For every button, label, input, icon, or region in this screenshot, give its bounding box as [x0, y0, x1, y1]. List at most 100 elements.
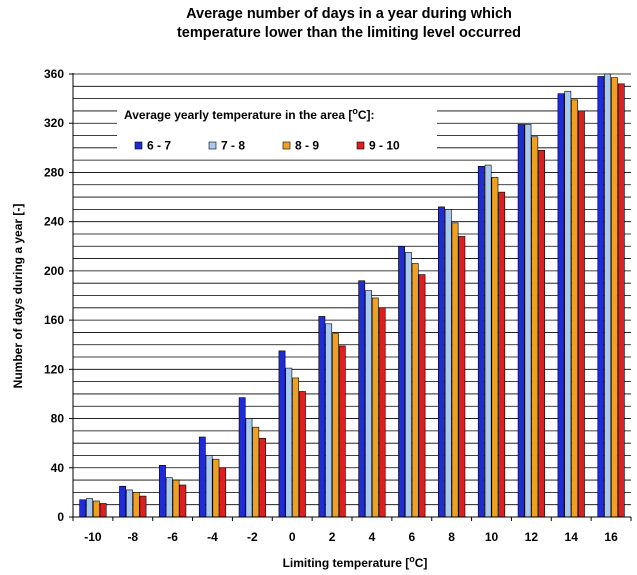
bar	[484, 164, 492, 518]
bar	[325, 323, 333, 518]
bar	[524, 124, 532, 518]
bar	[252, 426, 260, 518]
x-tick-label: 4	[369, 530, 376, 544]
y-tick-label: 280	[44, 165, 64, 179]
bar	[165, 477, 173, 518]
bar	[119, 485, 126, 518]
bar	[451, 222, 459, 518]
bar	[557, 93, 565, 518]
bar	[285, 367, 293, 518]
x-tick-label: -8	[127, 530, 138, 544]
bar	[159, 465, 166, 518]
bar	[477, 165, 485, 518]
bar	[571, 99, 579, 518]
y-tick-label: 160	[44, 313, 64, 327]
bar	[617, 83, 625, 518]
y-tick-label: 0	[57, 510, 64, 524]
bar	[365, 290, 372, 518]
bar	[438, 206, 445, 518]
x-tick-label: -10	[84, 530, 102, 544]
legend-label: 6 - 7	[147, 139, 171, 153]
bar	[611, 77, 618, 518]
bar	[172, 479, 180, 518]
legend: Average yearly temperature in the area […	[117, 101, 437, 156]
bar	[538, 149, 545, 518]
bar	[398, 245, 405, 518]
bar	[338, 345, 346, 518]
bar	[79, 499, 87, 518]
legend-title-sup: o	[352, 106, 358, 116]
x-tick-label: 8	[448, 530, 455, 544]
y-axis-label: Number of days during a year [-]	[11, 204, 25, 389]
bar	[125, 489, 133, 518]
bar	[604, 73, 612, 518]
x-tick-label: 6	[408, 530, 415, 544]
bar	[517, 124, 525, 518]
x-tick-label: 16	[604, 530, 618, 544]
bar	[259, 437, 266, 518]
bar	[418, 274, 426, 518]
y-tick-label: 240	[44, 215, 64, 229]
y-tick-label: 320	[44, 116, 64, 130]
legend-title: Average yearly temperature in the area […	[124, 106, 375, 122]
bar	[498, 191, 506, 518]
bar	[278, 350, 286, 518]
legend-items: 6 - 7 7 - 8 8 - 9 9 - 10	[134, 139, 400, 153]
bar	[299, 391, 306, 518]
x-tick-label: -6	[167, 530, 178, 544]
bar	[358, 280, 366, 518]
bar	[597, 76, 605, 518]
bar	[92, 500, 100, 518]
bar	[139, 495, 147, 518]
bar	[378, 307, 386, 518]
legend-swatch	[356, 141, 365, 150]
chart-title-line-2: temperature lower than the limiting leve…	[177, 25, 521, 41]
bar	[245, 418, 253, 518]
bar	[99, 503, 107, 518]
x-tick-label: 10	[485, 530, 499, 544]
bar	[531, 136, 539, 518]
y-tick-label: 40	[51, 461, 65, 475]
legend-title-main: Average yearly temperature in the area [	[124, 108, 352, 122]
bar	[238, 397, 246, 518]
x-axis-label: Limiting temperature [oC]	[283, 554, 428, 570]
axes	[69, 73, 632, 521]
bar	[292, 377, 300, 518]
x-axis-label-sup: o	[409, 554, 415, 564]
bar	[491, 177, 499, 518]
y-tick-label: 360	[44, 67, 64, 81]
legend-label: 9 - 10	[369, 139, 400, 153]
legend-title-unit: C]:	[358, 108, 375, 122]
bar	[332, 333, 339, 518]
bar	[86, 498, 93, 518]
x-tick-label: 14	[565, 530, 579, 544]
bar	[219, 467, 227, 518]
bar	[318, 316, 326, 518]
bar	[132, 492, 140, 518]
x-tick-label: 0	[289, 530, 296, 544]
legend-label: 7 - 8	[221, 139, 245, 153]
bar	[444, 209, 452, 518]
legend-label: 8 - 9	[295, 139, 319, 153]
y-tick-label: 80	[51, 412, 65, 426]
chart-title-line-1: Average number of days in a year during …	[186, 6, 512, 22]
y-tick-label: 120	[44, 362, 64, 376]
tick-labels: 0 40 80 120 160 200 240 280 320 360 -10 -8 -6 -4 -2 0 2 4…	[44, 67, 618, 544]
y-tick-label: 200	[44, 264, 64, 278]
bar	[371, 297, 379, 518]
legend-swatch	[208, 141, 217, 150]
legend-swatch	[282, 141, 291, 150]
bar	[411, 263, 419, 518]
bar	[404, 252, 412, 518]
legend-box	[117, 101, 437, 156]
x-tick-label: 2	[329, 530, 336, 544]
bar	[212, 458, 220, 518]
bar	[458, 236, 466, 518]
bar	[564, 90, 572, 518]
x-tick-label: 12	[525, 530, 539, 544]
bar	[198, 436, 206, 518]
bar	[179, 484, 187, 518]
x-tick-label: -2	[247, 530, 258, 544]
legend-swatch	[134, 141, 143, 150]
